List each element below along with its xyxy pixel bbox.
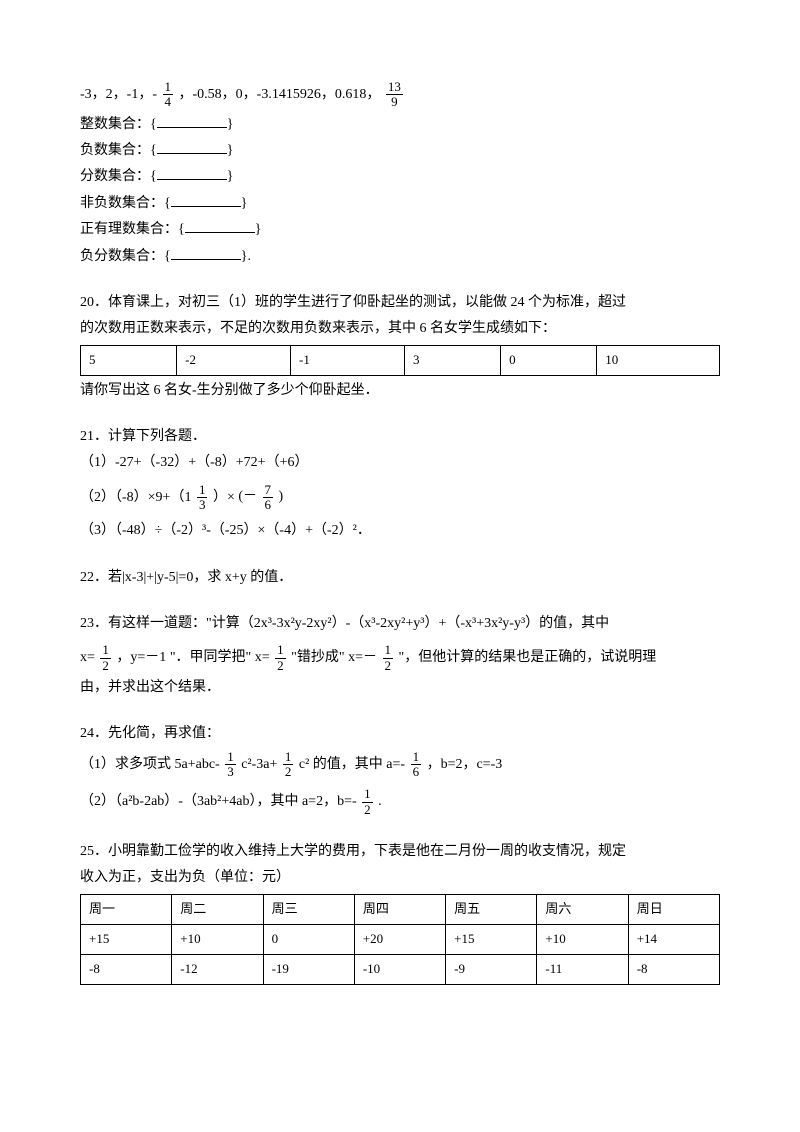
th: 周三: [263, 894, 354, 924]
number-list-line: -3，2，-1，- 1 4 ，-0.58，0，-3.1415926，0.618，…: [80, 80, 720, 110]
cell: -12: [172, 954, 263, 984]
income-row: +15 +10 0 +20 +15 +10 +14: [81, 924, 720, 954]
cell: -2: [177, 345, 291, 375]
q25-line1: 25．小明靠勤工俭学的收入维持上大学的费用，下表是他在二月份一周的收支情况，规定: [80, 841, 720, 863]
fraction: 7 6: [263, 483, 274, 513]
set-neg-fractions: 负分数集合：{}.: [80, 246, 720, 268]
fraction: 16: [411, 750, 422, 780]
th: 周六: [537, 894, 628, 924]
blank: [157, 114, 227, 128]
q24-title: 24．先化简，再求值：: [80, 723, 720, 745]
th: 周二: [172, 894, 263, 924]
text: ，-0.58，0，-3.1415926，0.618，: [179, 87, 381, 102]
cell: -10: [354, 954, 445, 984]
th: 周四: [354, 894, 445, 924]
fraction: 13: [225, 750, 236, 780]
question-22: 22．若|x-3|+|y-5|=0，求 x+y 的值．: [80, 567, 720, 589]
q24-sub1: （1）求多项式 5a+abc- 13 c²-3a+ 12 c² 的值，其中 a=…: [80, 750, 720, 780]
header-row: 周一 周二 周三 周四 周五 周六 周日: [81, 894, 720, 924]
q21-sub2: （2）（-8）×9+（1 1 3 ）× (－ 7 6 ): [80, 483, 720, 513]
fraction: 12: [275, 643, 286, 673]
cell: -11: [537, 954, 628, 984]
question-20: 20．体育课上，对初三（1）班的学生进行了仰卧起坐的测试，以能做 24 个为标准…: [80, 292, 720, 402]
q21-title: 21．计算下列各题．: [80, 426, 720, 448]
q21-sub3: （3）（-48）÷（-2）³-（-25）×（-4）+（-2）²．: [80, 520, 720, 542]
cell: 0: [501, 345, 597, 375]
th: 周五: [446, 894, 537, 924]
set-nonneg: 非负数集合：{}: [80, 193, 720, 215]
q20-question: 请你写出这 6 名女-生分别做了多少个仰卧起坐．: [80, 380, 720, 402]
question-24: 24．先化简，再求值： （1）求多项式 5a+abc- 13 c²-3a+ 12…: [80, 723, 720, 817]
fraction: 12: [283, 750, 294, 780]
set-negatives: 负数集合：{}: [80, 140, 720, 162]
th: 周日: [628, 894, 719, 924]
fraction-1-4: 1 4: [163, 80, 174, 110]
cell: 5: [81, 345, 177, 375]
cell: +20: [354, 924, 445, 954]
fraction: 1 3: [197, 483, 208, 513]
paren-right: ): [279, 486, 284, 508]
cell: -1: [291, 345, 405, 375]
cell: 3: [404, 345, 500, 375]
cell: +15: [81, 924, 172, 954]
cell: +10: [537, 924, 628, 954]
question-19: -3，2，-1，- 1 4 ，-0.58，0，-3.1415926，0.618，…: [80, 80, 720, 268]
set-fractions: 分数集合：{}: [80, 166, 720, 188]
set-pos-rationals: 正有理数集合：{}: [80, 219, 720, 241]
blank: [171, 246, 241, 260]
set-integers: 整数集合：{}: [80, 114, 720, 136]
budget-table: 周一 周二 周三 周四 周五 周六 周日 +15 +10 0 +20 +15 +…: [80, 894, 720, 985]
q23-line2: x= 12 ，y=－1 "．甲同学把" x= 12 "错抄成" x=－ 12 "…: [80, 643, 720, 673]
cell: -8: [81, 954, 172, 984]
q23-line1: 23．有这样一道题："计算（2x³-3x²y-2xy²）-（x³-2xy²+y³…: [80, 613, 720, 635]
fraction: 12: [383, 643, 394, 673]
cell: +14: [628, 924, 719, 954]
question-number: 25．: [80, 844, 108, 859]
fraction: 12: [100, 643, 111, 673]
cell: 10: [597, 345, 720, 375]
cell: -9: [446, 954, 537, 984]
question-number: 22．: [80, 570, 108, 585]
cell: +15: [446, 924, 537, 954]
question-number: 21．: [80, 429, 108, 444]
question-number: 20．: [80, 295, 108, 310]
question-number: 24．: [80, 726, 108, 741]
blank: [157, 166, 227, 180]
cell: -19: [263, 954, 354, 984]
question-number: 23．: [80, 616, 108, 631]
q24-sub2: （2）（a²b-2ab）-（3ab²+4ab），其中 a=2，b=- 12 .: [80, 787, 720, 817]
text: -3，2，-1，-: [80, 87, 157, 102]
fraction: 12: [362, 787, 373, 817]
q25-line2: 收入为正，支出为负（单位：元）: [80, 867, 720, 889]
cell: 0: [263, 924, 354, 954]
blank: [185, 219, 255, 233]
q20-line1: 20．体育课上，对初三（1）班的学生进行了仰卧起坐的测试，以能做 24 个为标准…: [80, 292, 720, 314]
blank: [157, 140, 227, 154]
th: 周一: [81, 894, 172, 924]
question-21: 21．计算下列各题． （1）-27+（-32）+（-8）+72+（+6） （2）…: [80, 426, 720, 543]
situp-table: 5 -2 -1 3 0 10: [80, 345, 720, 376]
question-25: 25．小明靠勤工俭学的收入维持上大学的费用，下表是他在二月份一周的收支情况，规定…: [80, 841, 720, 985]
q20-line2: 的次数用正数来表示，不足的次数用负数来表示，其中 6 名女学生成绩如下：: [80, 318, 720, 340]
expense-row: -8 -12 -19 -10 -9 -11 -8: [81, 954, 720, 984]
blank: [171, 193, 241, 207]
cell: +10: [172, 924, 263, 954]
question-23: 23．有这样一道题："计算（2x³-3x²y-2xy²）-（x³-2xy²+y³…: [80, 613, 720, 699]
paren-left: (－: [238, 486, 257, 508]
cell: -8: [628, 954, 719, 984]
fraction-13-9: 13 9: [386, 80, 403, 110]
q21-sub1: （1）-27+（-32）+（-8）+72+（+6）: [80, 452, 720, 474]
q23-line3: 由，并求出这个结果．: [80, 677, 720, 699]
